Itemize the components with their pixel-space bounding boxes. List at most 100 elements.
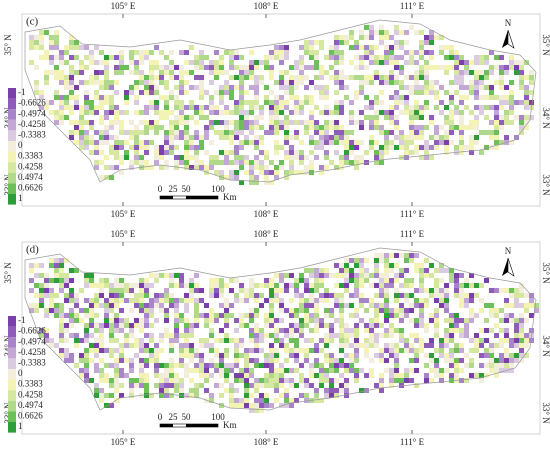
map-pixel [64, 348, 69, 353]
map-pixel [309, 303, 314, 308]
map-pixel [304, 358, 309, 363]
map-pixel [119, 278, 124, 283]
map-pixel [169, 373, 174, 378]
map-pixel [369, 120, 374, 125]
map-pixel [314, 298, 319, 303]
map-pixel [249, 308, 254, 313]
map-pixel [454, 125, 459, 130]
map-pixel [369, 368, 374, 373]
map-pixel [254, 308, 259, 313]
map-pixel [144, 90, 149, 95]
map-pixel [419, 45, 424, 50]
map-pixel [239, 313, 244, 318]
map-pixel [79, 45, 84, 50]
map-pixel [284, 140, 289, 145]
map-pixel [69, 323, 74, 328]
map-pixel [509, 90, 514, 95]
map-pixel [359, 258, 364, 263]
map-pixel [294, 150, 299, 155]
map-pixel [139, 50, 144, 55]
map-pixel [114, 388, 119, 393]
map-pixel [289, 403, 294, 408]
map-pixel [214, 283, 219, 288]
map-pixel [189, 353, 194, 358]
map-pixel [314, 363, 319, 368]
map-pixel [44, 80, 49, 85]
map-pixel [369, 145, 374, 150]
map-texture [29, 253, 539, 413]
map-pixel [249, 283, 254, 288]
map-pixel [389, 353, 394, 358]
map-pixel [274, 338, 279, 343]
map-pixel [279, 120, 284, 125]
map-pixel [419, 348, 424, 353]
map-pixel [444, 293, 449, 298]
map-pixel [354, 313, 359, 318]
map-pixel [254, 358, 259, 363]
map-pixel [134, 50, 139, 55]
map-pixel [454, 323, 459, 328]
map-pixel [524, 115, 529, 120]
map-pixel [204, 115, 209, 120]
map-pixel [284, 130, 289, 135]
map-pixel [184, 323, 189, 328]
map-pixel [164, 115, 169, 120]
map-pixel [129, 308, 134, 313]
legend-label: 0 [18, 368, 23, 378]
map-pixel [229, 120, 234, 125]
map-pixel [109, 393, 114, 398]
map-pixel [64, 80, 69, 85]
map-pixel [419, 50, 424, 55]
map-pixel [349, 313, 354, 318]
map-pixel [214, 105, 219, 110]
map-pixel [324, 268, 329, 273]
map-pixel [354, 90, 359, 95]
map-pixel [319, 165, 324, 170]
map-pixel [469, 140, 474, 145]
map-pixel [139, 155, 144, 160]
map-pixel [184, 348, 189, 353]
map-pixel [314, 55, 319, 60]
map-pixel [249, 368, 254, 373]
map-pixel [514, 358, 519, 363]
map-pixel [334, 60, 339, 65]
map-pixel [389, 313, 394, 318]
map-pixel [509, 363, 514, 368]
map-pixel [269, 318, 274, 323]
map-pixel [379, 383, 384, 388]
map-pixel [164, 368, 169, 373]
map-pixel [94, 90, 99, 95]
map-pixel [79, 140, 84, 145]
map-pixel [369, 298, 374, 303]
map-pixel [189, 165, 194, 170]
map-pixel [129, 120, 134, 125]
map-pixel [224, 348, 229, 353]
map-pixel [344, 383, 349, 388]
map-pixel [149, 65, 154, 70]
map-pixel [279, 60, 284, 65]
map-pixel [169, 110, 174, 115]
map-pixel [314, 393, 319, 398]
legend-label: 1 [18, 421, 23, 431]
map-pixel [334, 318, 339, 323]
map-pixel [479, 75, 484, 80]
map-pixel [379, 130, 384, 135]
map-pixel [304, 120, 309, 125]
map-pixel [154, 120, 159, 125]
map-pixel [199, 75, 204, 80]
map-pixel [424, 70, 429, 75]
map-pixel [399, 338, 404, 343]
map-pixel [159, 75, 164, 80]
map-pixel [309, 268, 314, 273]
map-pixel [229, 135, 234, 140]
legend-swatch [8, 130, 16, 141]
map-pixel [29, 60, 34, 65]
map-pixel [39, 90, 44, 95]
map-pixel [154, 363, 159, 368]
map-pixel [314, 313, 319, 318]
map-pixel [344, 130, 349, 135]
map-pixel [59, 258, 64, 263]
map-pixel [54, 293, 59, 298]
map-pixel [359, 80, 364, 85]
map-pixel [394, 90, 399, 95]
